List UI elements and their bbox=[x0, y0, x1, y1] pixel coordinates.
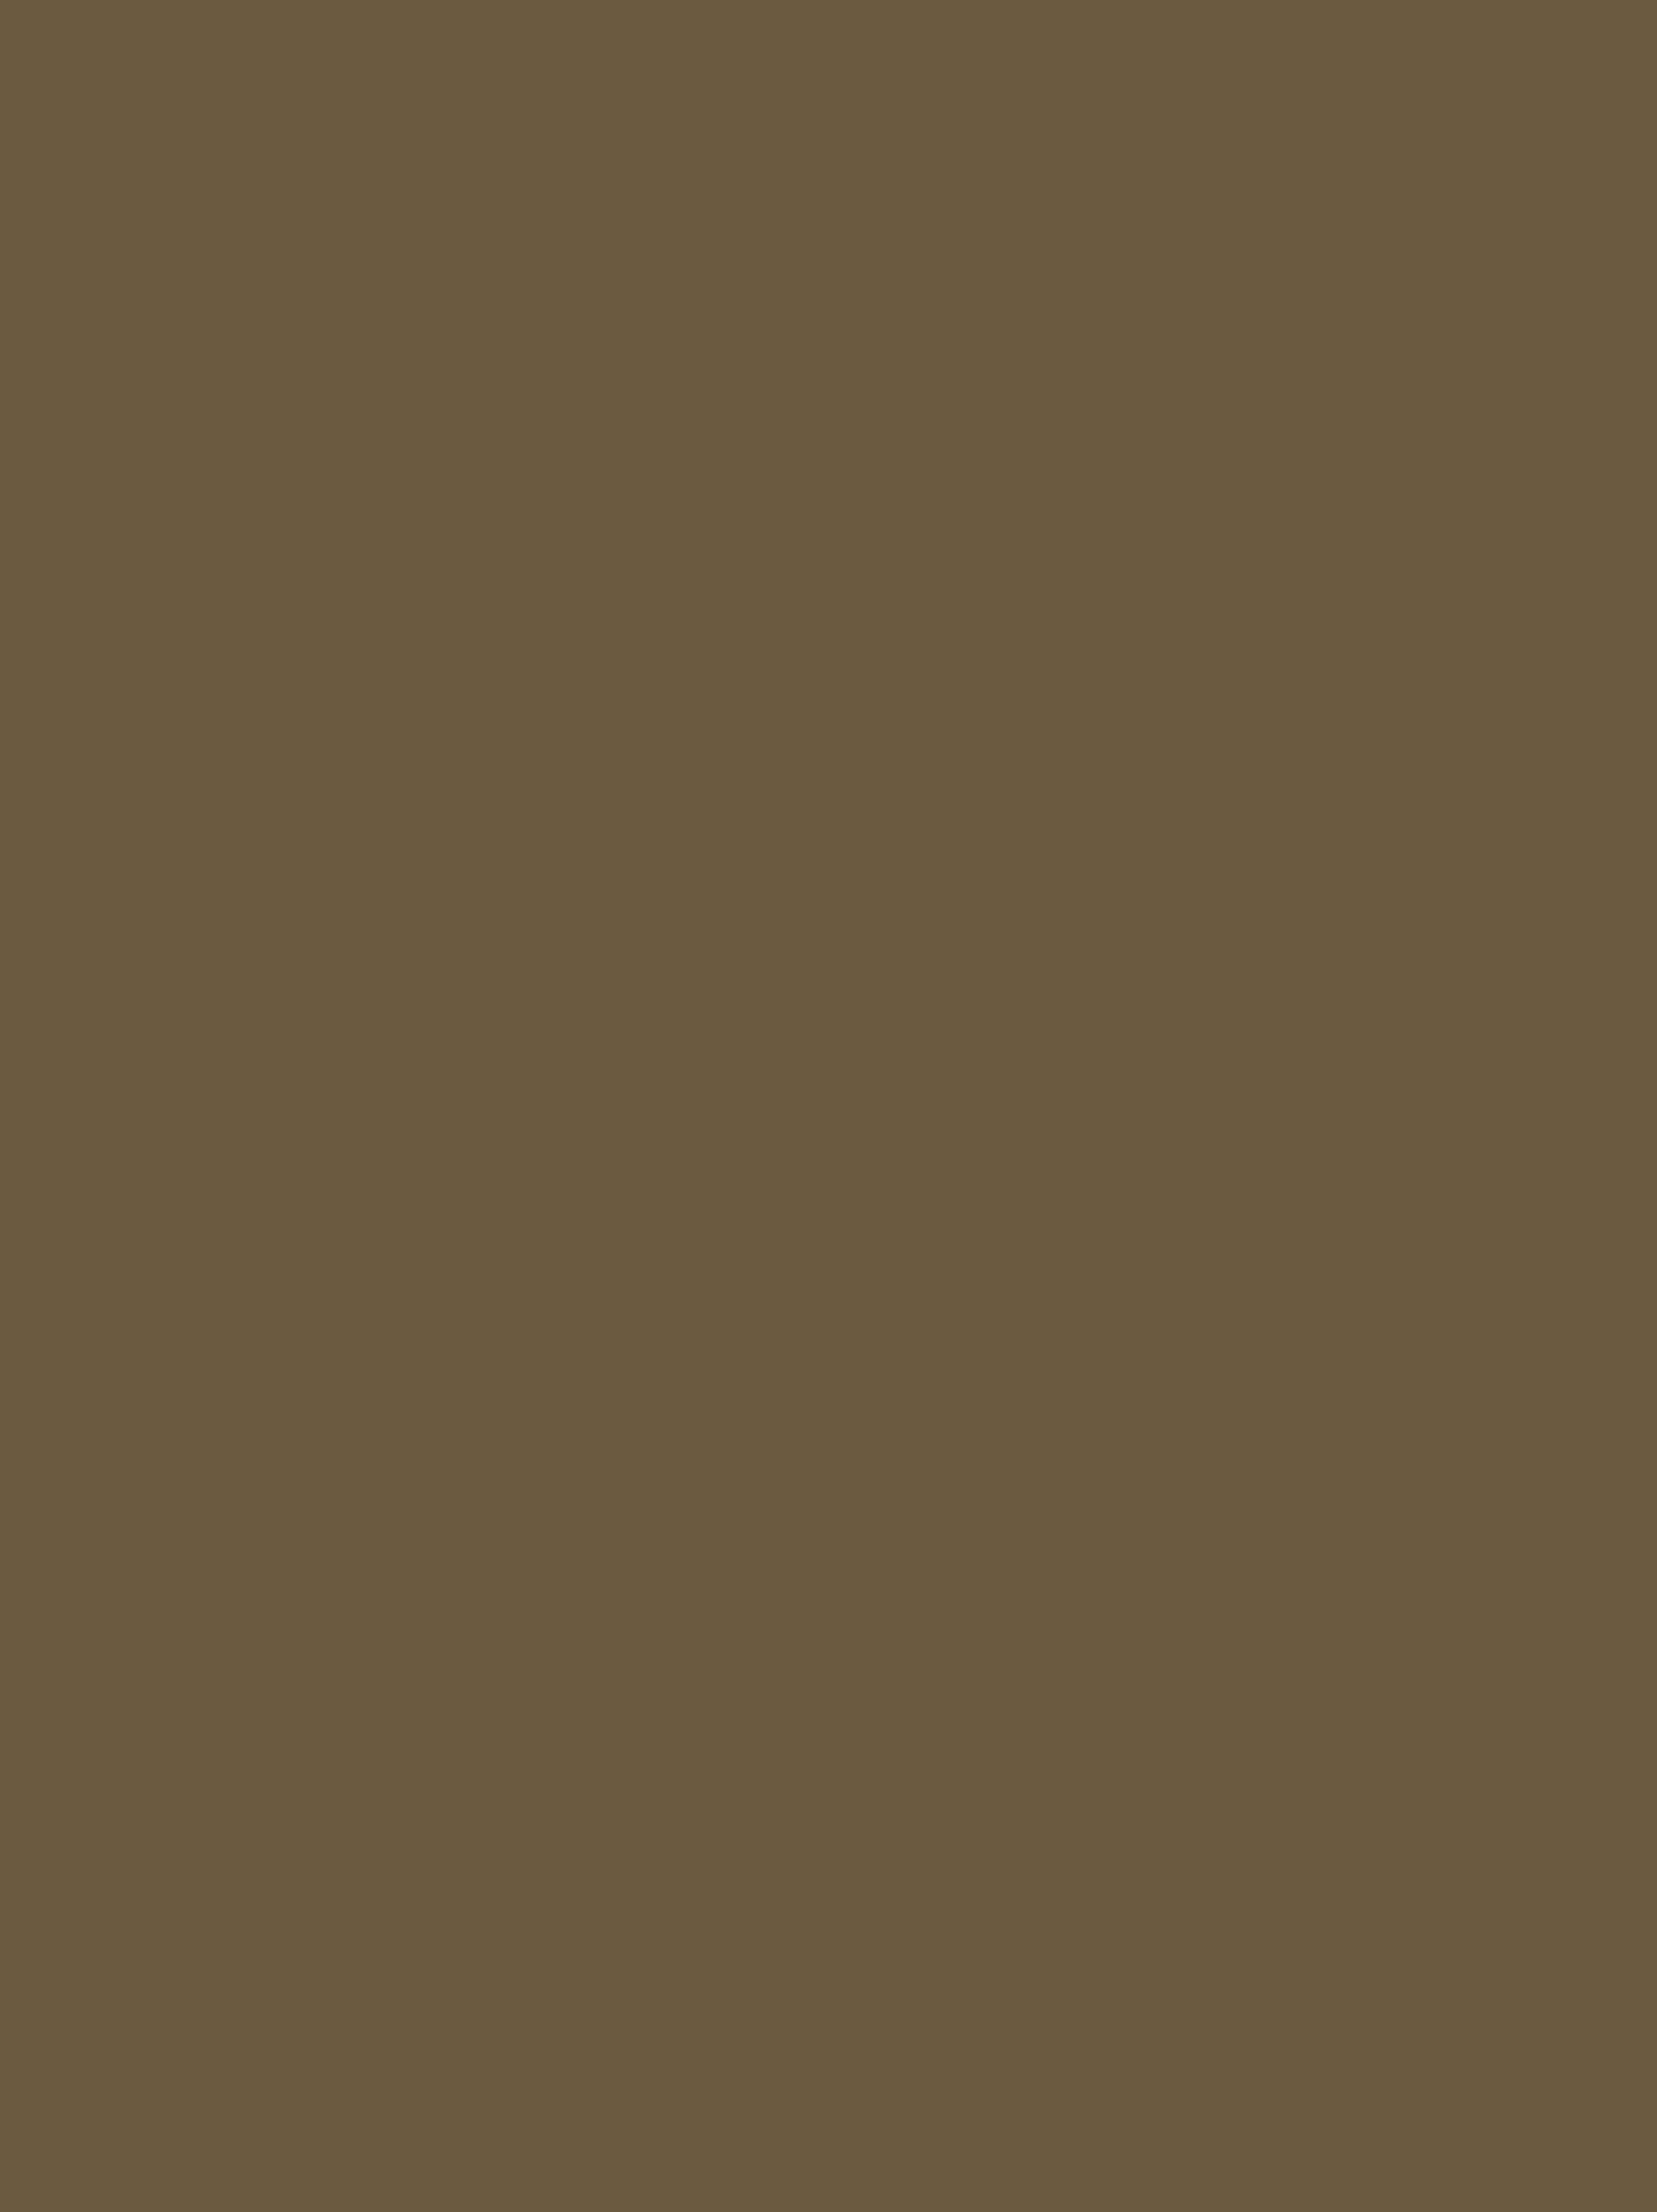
photo-background bbox=[0, 0, 1657, 1106]
